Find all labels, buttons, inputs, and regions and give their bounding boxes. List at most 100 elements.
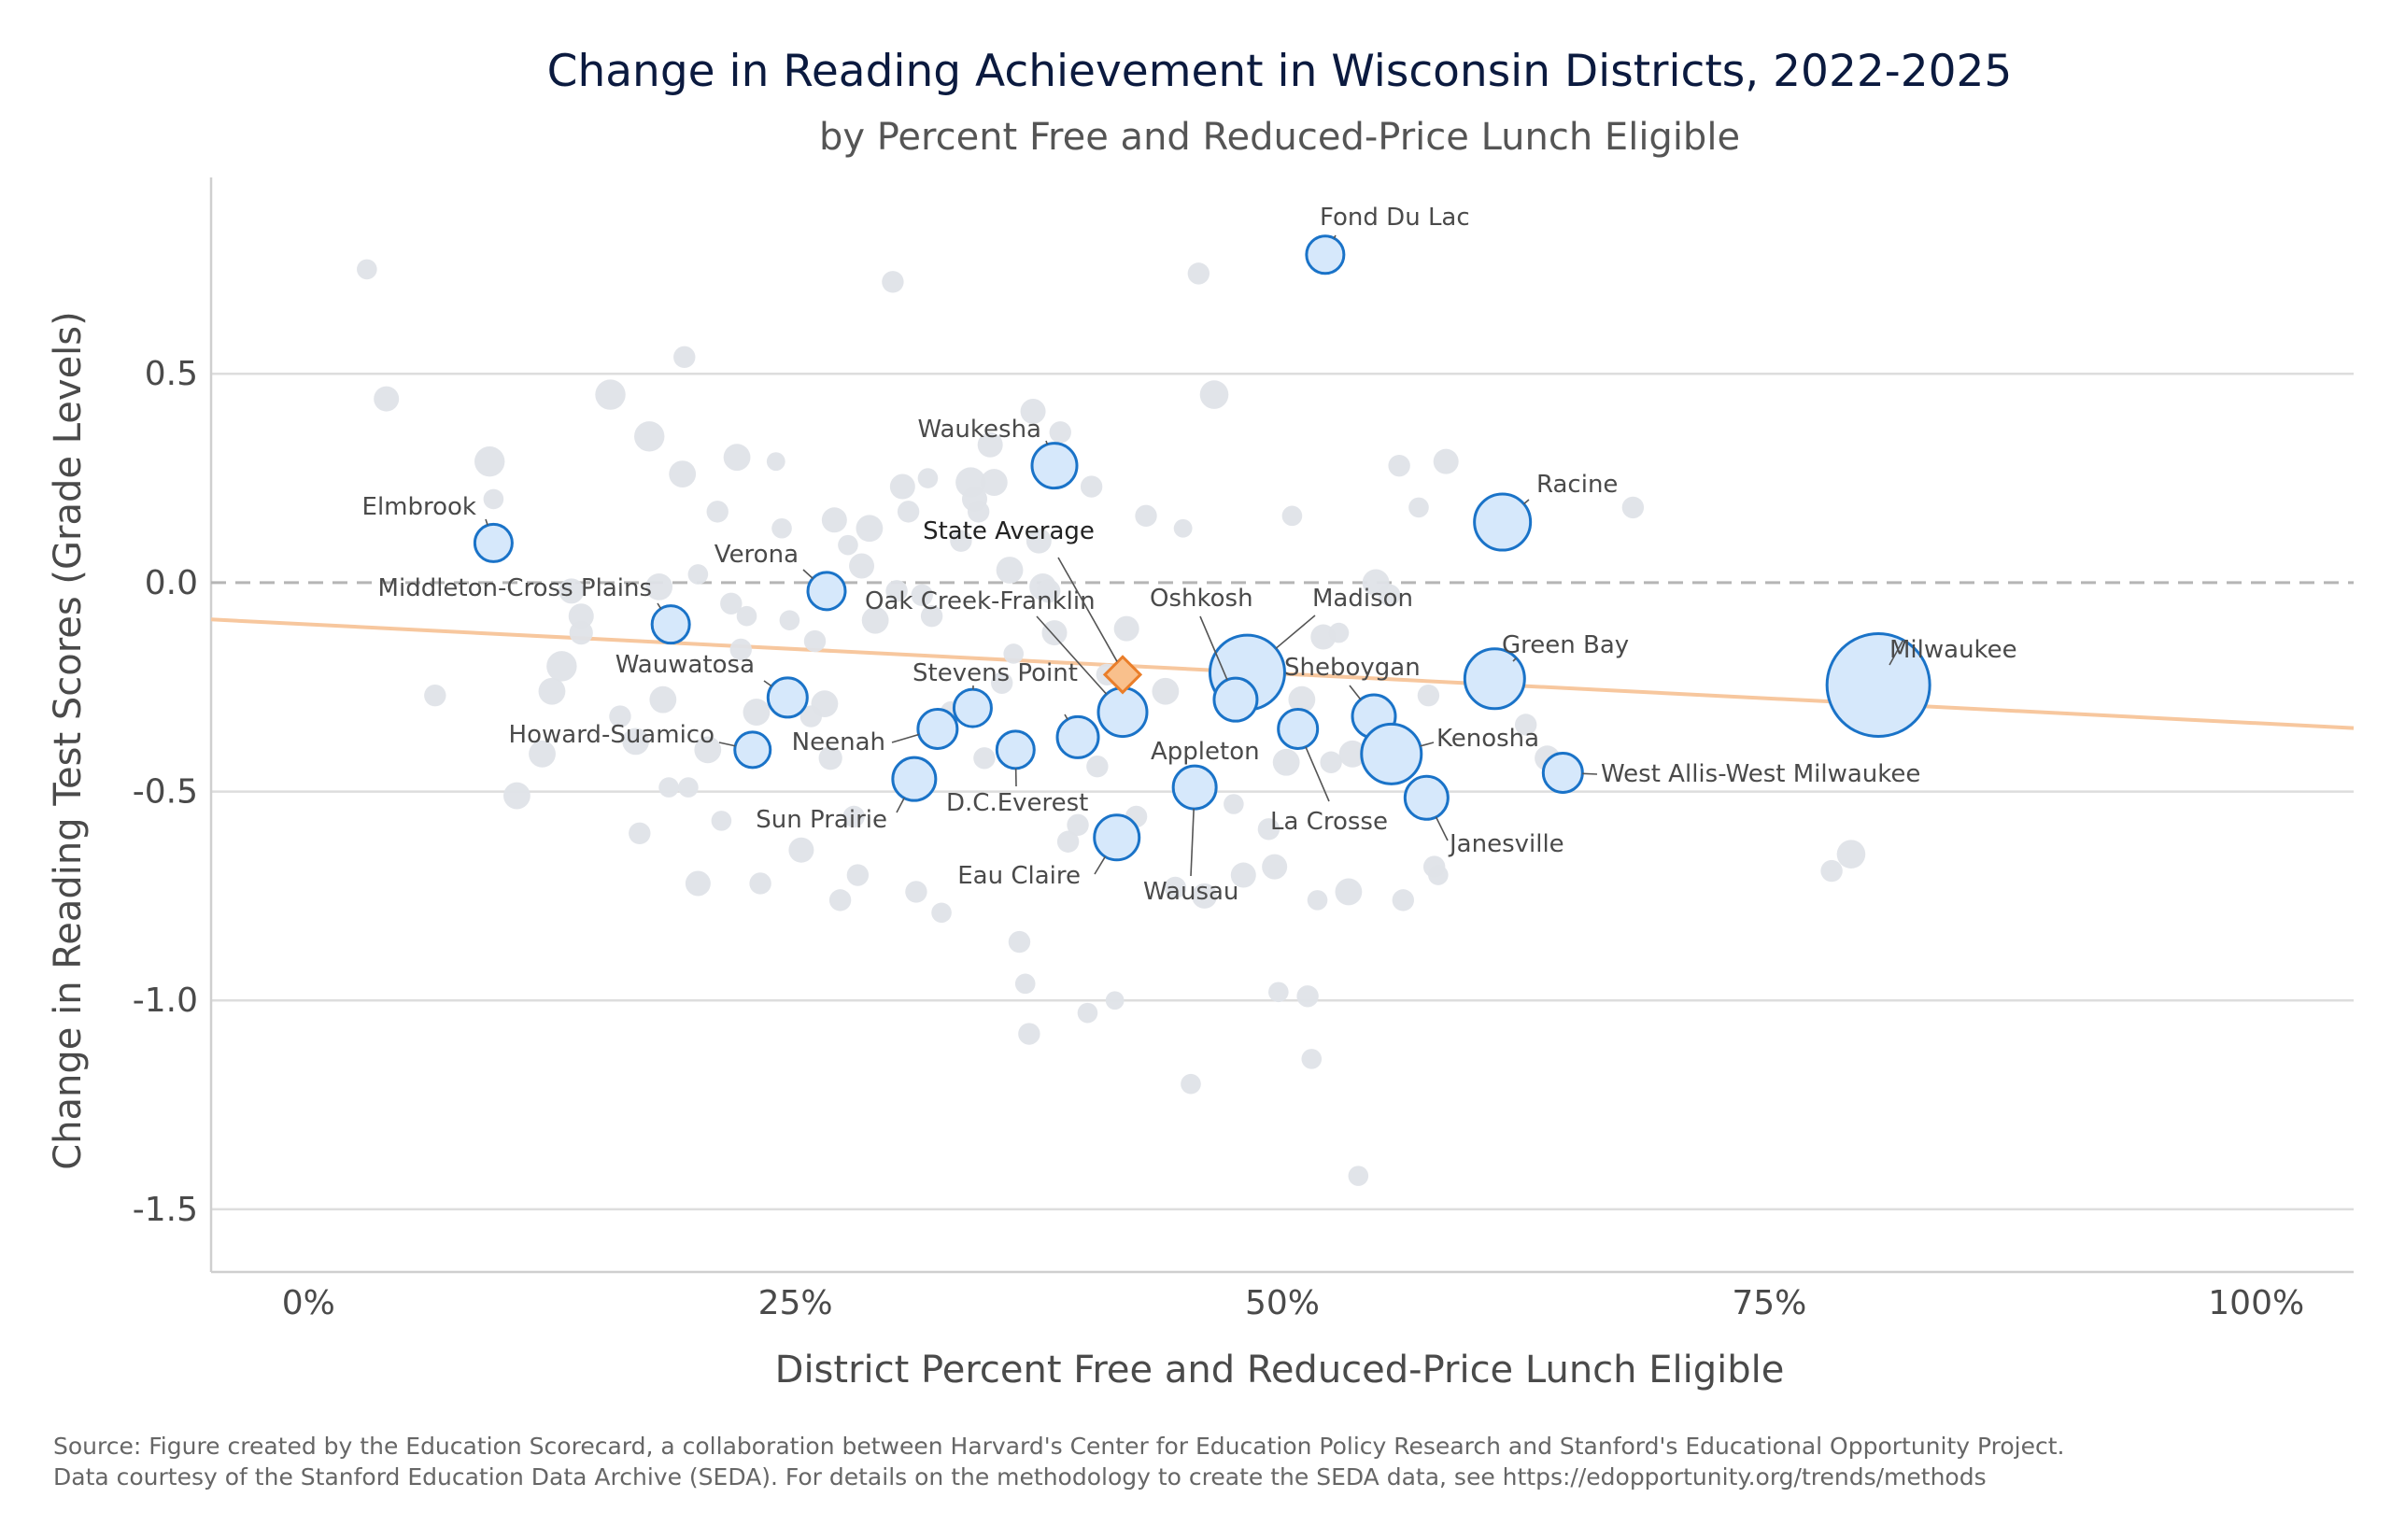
y-tick-label: 0.5 <box>145 355 198 393</box>
district-point <box>1098 688 1147 737</box>
background-point <box>503 783 531 810</box>
district-point <box>1032 444 1077 488</box>
background-point <box>1181 1074 1201 1095</box>
background-point <box>1622 497 1644 518</box>
label-leader-line <box>1436 817 1448 841</box>
y-tick-label: -0.5 <box>133 773 198 812</box>
label-leader-line <box>1191 809 1194 876</box>
district-point <box>1307 236 1344 274</box>
background-point <box>724 444 751 471</box>
background-point <box>1200 380 1229 409</box>
background-point <box>1224 794 1244 814</box>
district-point <box>954 689 991 727</box>
background-point <box>997 557 1024 584</box>
background-point <box>1009 931 1030 953</box>
district-point <box>474 524 512 561</box>
background-point <box>707 501 729 522</box>
x-tick-label: 25% <box>758 1284 833 1322</box>
background-point <box>712 811 732 831</box>
district-point <box>893 757 936 800</box>
district-point <box>768 678 807 717</box>
background-point <box>931 902 952 923</box>
district-label: Verona <box>714 541 799 569</box>
district-label: Madison <box>1312 585 1413 613</box>
background-point <box>595 379 625 409</box>
background-point <box>829 889 851 911</box>
district-label: D.C.Everest <box>946 789 1088 817</box>
district-point <box>1475 494 1531 550</box>
background-point <box>374 387 399 412</box>
source-note-line1: Source: Figure created by the Education … <box>53 1433 2065 1460</box>
background-point <box>890 474 915 500</box>
district-label: Racine <box>1536 471 1618 499</box>
district-point <box>1173 766 1216 809</box>
state-average-label: State Average <box>923 517 1095 545</box>
background-point <box>1174 519 1193 538</box>
district-point <box>735 732 771 768</box>
state-average-marker <box>1105 657 1140 692</box>
background-point <box>767 452 785 471</box>
background-point <box>539 678 566 705</box>
label-leader-line <box>897 798 904 812</box>
background-point <box>847 864 869 885</box>
background-point <box>474 446 504 476</box>
district-label: Wausau <box>1143 878 1238 906</box>
background-point <box>918 468 939 488</box>
background-point <box>629 823 650 844</box>
label-leader-line <box>719 742 735 746</box>
district-point <box>652 606 689 643</box>
background-point <box>1837 840 1866 869</box>
background-point <box>1050 421 1071 443</box>
district-label: Eau Claire <box>957 862 1081 890</box>
chart-title: Change in Reading Achievement in Wiscons… <box>547 46 2013 97</box>
background-point <box>424 685 446 706</box>
district-label: Oshkosh <box>1150 585 1253 613</box>
district-point <box>1543 753 1582 792</box>
reference-lines <box>211 583 2354 728</box>
label-leader-line <box>1582 773 1597 774</box>
x-tick-label: 50% <box>1245 1284 1320 1322</box>
background-point <box>688 564 709 585</box>
y-tick-label: -1.5 <box>133 1191 198 1229</box>
background-point <box>1388 455 1409 476</box>
background-point <box>743 699 771 726</box>
background-point <box>1296 985 1318 1007</box>
label-leader-line <box>1095 856 1105 874</box>
background-point <box>788 838 814 863</box>
background-point <box>822 507 847 532</box>
background-point <box>749 872 771 894</box>
source-note-line2: Data courtesy of the Stanford Education … <box>53 1463 1987 1491</box>
background-point <box>856 515 883 542</box>
district-label: Appleton <box>1151 738 1260 766</box>
background-point <box>780 610 800 630</box>
background-point <box>570 621 593 644</box>
background-point <box>1067 814 1088 836</box>
district-point <box>1279 709 1318 748</box>
district-point <box>808 572 845 610</box>
background-point <box>1018 1023 1040 1044</box>
district-label: Wauwatosa <box>615 651 755 679</box>
label-leader-line <box>1421 742 1434 746</box>
district-label: West Allis-West Milwaukee <box>1601 760 1920 788</box>
district-label: Green Bay <box>1502 631 1629 659</box>
background-point <box>1081 475 1102 497</box>
x-axis-title: District Percent Free and Reduced-Price … <box>775 1349 1785 1392</box>
background-point <box>546 651 576 681</box>
background-point <box>1152 678 1179 705</box>
background-point <box>849 554 874 579</box>
background-point <box>737 606 757 627</box>
district-label: Howard-Suamico <box>509 721 714 749</box>
background-point <box>1320 752 1341 773</box>
label-leader-line <box>1276 615 1315 648</box>
background-point <box>1408 498 1429 518</box>
background-point <box>981 469 1008 496</box>
background-point <box>658 777 679 798</box>
background-point <box>669 460 696 487</box>
district-label: Neenah <box>792 728 885 756</box>
background-point <box>1282 506 1303 527</box>
background-point <box>1268 982 1289 1002</box>
district-label: Sheboygan <box>1284 654 1421 682</box>
label-leader-line <box>1350 685 1361 699</box>
background-point <box>1135 505 1156 527</box>
